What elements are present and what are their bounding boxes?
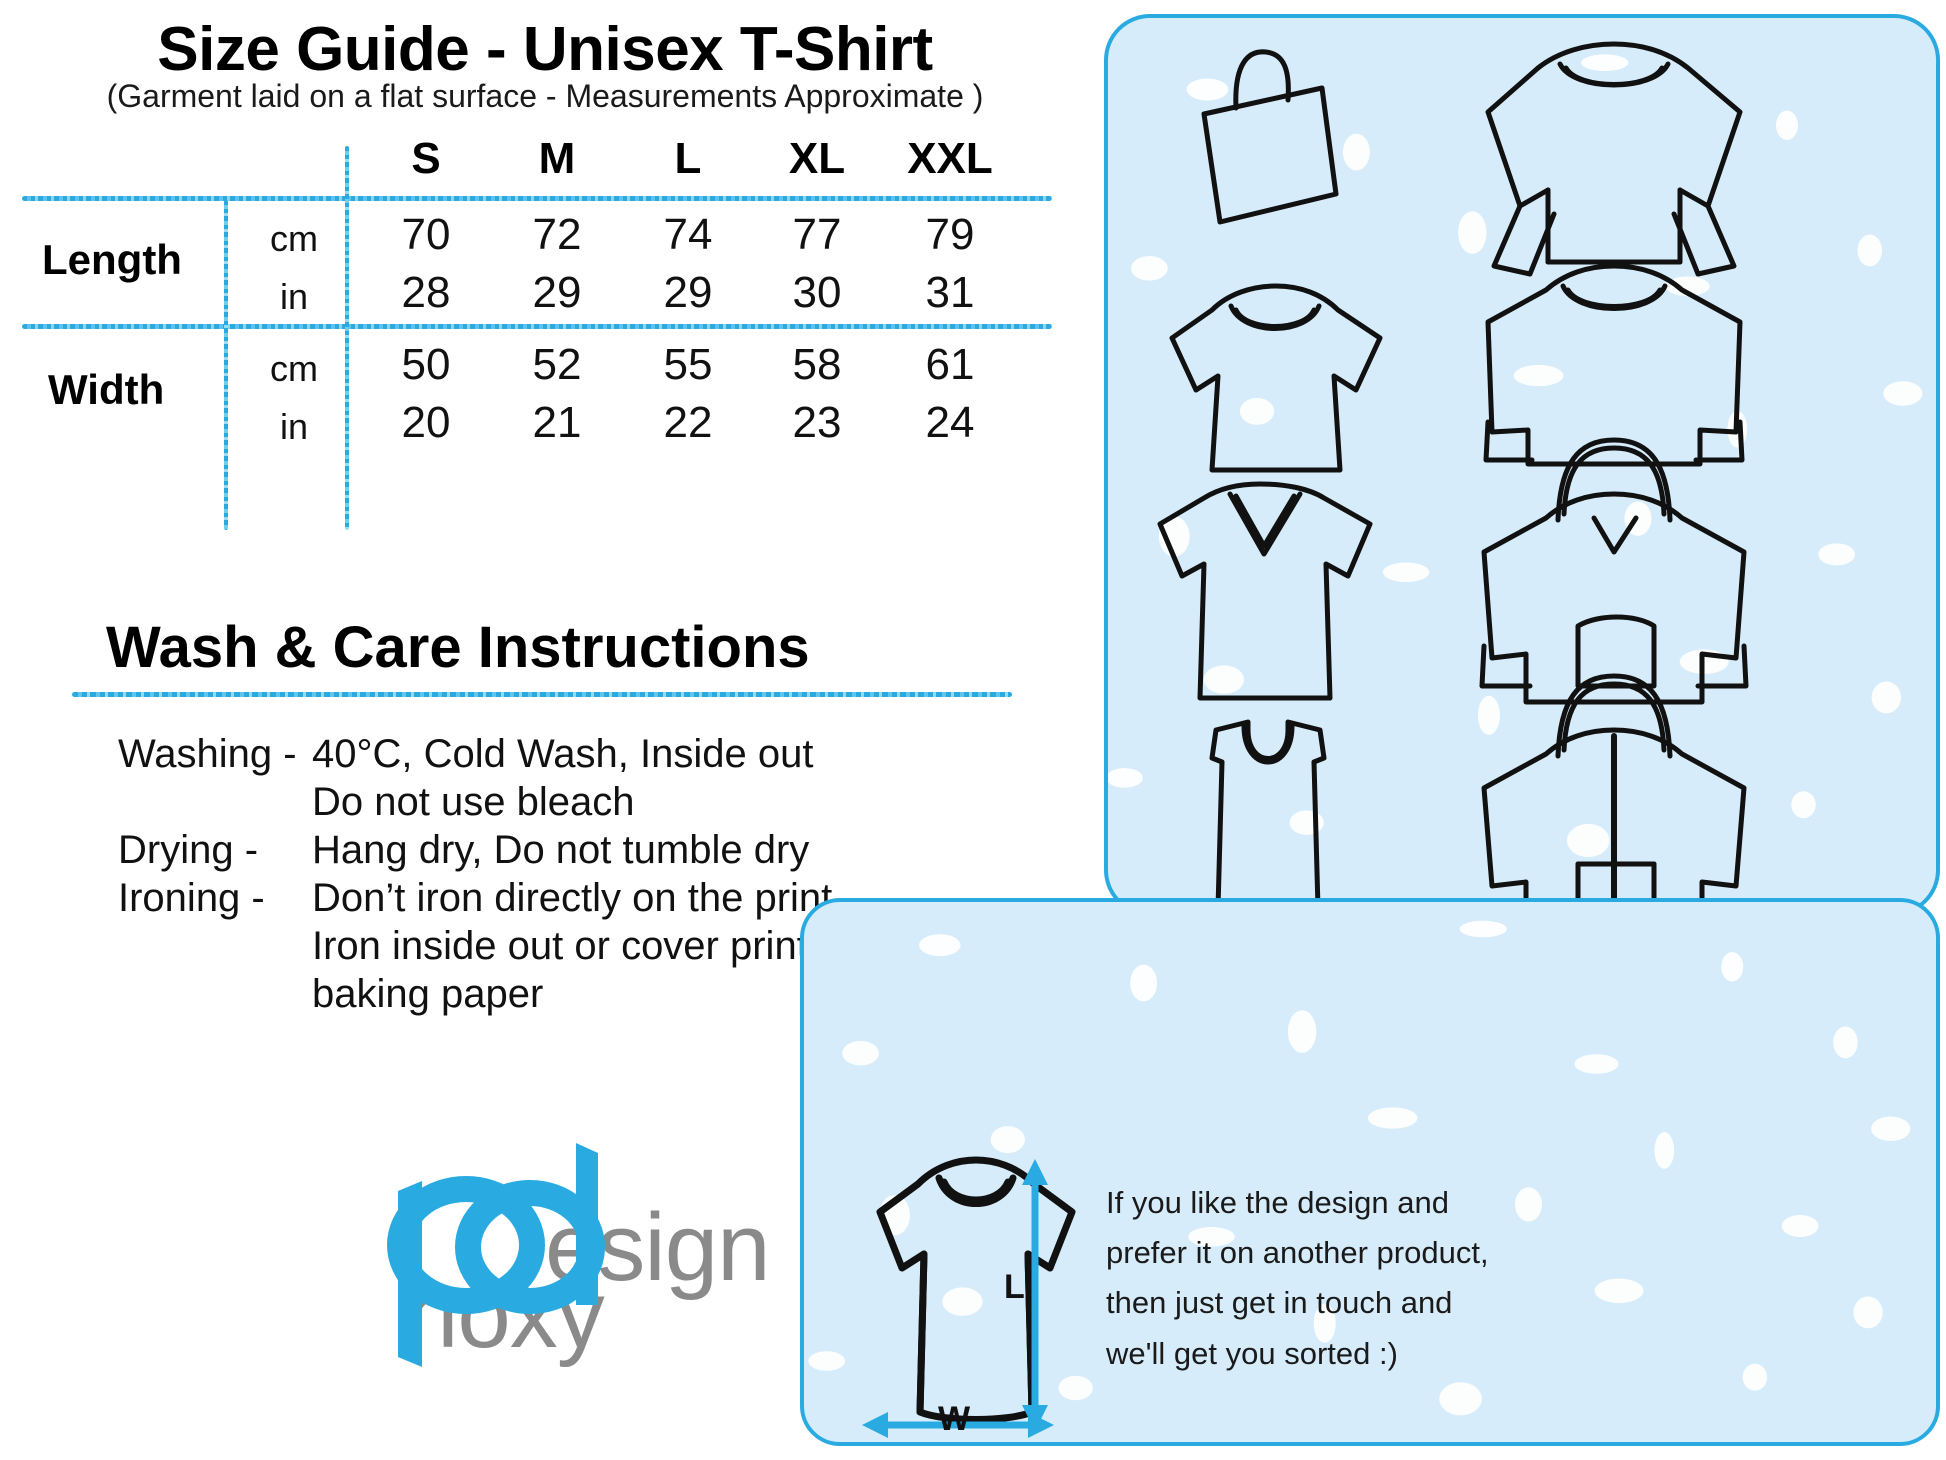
size-column-header-l: L xyxy=(674,134,702,183)
care-label-ironing: Ironing - xyxy=(118,876,265,920)
care-value-washing-line1: 40°C, Cold Wash, Inside out xyxy=(312,732,814,776)
table-rule-vertical-left xyxy=(224,200,228,530)
tank-top-icon xyxy=(1209,719,1327,911)
cell-width-cm-l: 55 xyxy=(663,340,713,389)
cell-length-in-xl: 30 xyxy=(792,268,842,317)
size-column-header-xxl: XXL xyxy=(907,134,993,183)
cell-width-in-m: 21 xyxy=(532,398,582,447)
care-label-drying: Drying - xyxy=(118,828,259,872)
care-value-drying-line1: Hang dry, Do not tumble dry xyxy=(312,828,810,872)
width-dimension-arrow xyxy=(862,1412,1054,1438)
cell-width-cm-s: 50 xyxy=(401,340,451,389)
size-table: S M L XL XXL Length cm in 70 72 74 77 79… xyxy=(0,128,1090,530)
cell-length-in-m: 29 xyxy=(532,268,582,317)
cell-length-in-l: 29 xyxy=(663,268,713,317)
table-rule-vertical-right xyxy=(345,146,349,530)
brand-logo: hoxy esign xyxy=(380,1135,780,1375)
row-label-length: Length xyxy=(42,236,182,283)
cell-width-cm-m: 52 xyxy=(532,340,582,389)
unit-length-cm: cm xyxy=(270,218,318,259)
cell-length-cm-xxl: 79 xyxy=(925,210,975,259)
cell-length-cm-m: 72 xyxy=(532,210,582,259)
unit-length-in: in xyxy=(279,276,309,317)
care-label-washing: Washing - xyxy=(118,732,297,776)
unit-width-in: in xyxy=(279,406,309,447)
cell-width-cm-xxl: 61 xyxy=(925,340,975,389)
page-subtitle: (Garment laid on a flat surface - Measur… xyxy=(106,78,984,114)
length-dimension-label: L xyxy=(1004,1268,1025,1306)
cell-width-in-xl: 23 xyxy=(792,398,842,447)
cell-length-in-xxl: 31 xyxy=(925,268,975,317)
cell-length-cm-l: 74 xyxy=(663,210,713,259)
promo-line-4: we'll get you sorted :) xyxy=(1106,1335,1398,1371)
ladies-tee-icon xyxy=(1169,283,1383,473)
tote-bag-icon xyxy=(1201,49,1339,225)
garment-illustrations-svg xyxy=(1157,41,1749,912)
table-rule-middle xyxy=(22,324,1052,329)
row-label-width: Width xyxy=(48,366,165,413)
cell-width-in-s: 20 xyxy=(401,398,451,447)
promo-message: If you like the design and prefer it on … xyxy=(1106,1178,1536,1379)
care-value-ironing-line1: Don’t iron directly on the print xyxy=(312,876,833,920)
care-heading-underline xyxy=(72,692,1012,697)
pullover-hoodie-icon xyxy=(1479,437,1749,705)
long-sleeve-tee-icon xyxy=(1485,41,1743,277)
sweatshirt-icon xyxy=(1483,263,1745,467)
v-neck-tee-icon xyxy=(1157,481,1373,701)
cell-width-cm-xl: 58 xyxy=(792,340,842,389)
page-title: Size Guide - Unisex T-Shirt xyxy=(157,15,933,84)
promo-line-3: then just get in touch and xyxy=(1106,1285,1453,1321)
care-value-washing-line2: Do not use bleach xyxy=(312,780,635,824)
size-column-header-m: M xyxy=(538,134,576,183)
promo-line-1: If you like the design and xyxy=(1106,1185,1449,1220)
zip-hoodie-icon xyxy=(1481,673,1747,912)
unit-width-cm: cm xyxy=(270,348,318,389)
care-value-ironing-line2: Iron inside out or cover print with xyxy=(312,924,891,968)
cell-width-in-xxl: 24 xyxy=(925,398,975,447)
logo-pd-mark xyxy=(387,1143,605,1367)
cell-length-cm-xl: 77 xyxy=(792,210,842,259)
table-rule-top xyxy=(22,196,1052,201)
garment-illustrations-panel xyxy=(1104,14,1940,916)
cell-length-in-s: 28 xyxy=(401,268,451,317)
promo-line-2: prefer it on another product, xyxy=(1106,1235,1489,1271)
care-heading: Wash & Care Instructions xyxy=(106,615,810,680)
width-dimension-label: W xyxy=(938,1400,971,1438)
care-value-ironing-line3: baking paper xyxy=(312,972,544,1016)
measurement-promo-panel xyxy=(800,898,1940,1446)
cell-length-cm-s: 70 xyxy=(401,210,451,259)
left-column: Size Guide - Unisex T-Shirt (Garment lai… xyxy=(0,15,1090,1375)
cell-width-in-l: 22 xyxy=(663,398,713,447)
size-column-header-xl: XL xyxy=(788,134,846,183)
size-column-header-s: S xyxy=(411,134,441,183)
